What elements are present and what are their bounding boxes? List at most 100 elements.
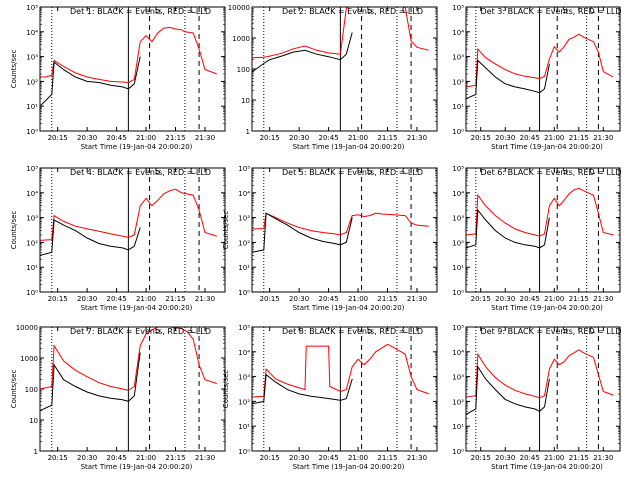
top-marker-0: S: [562, 326, 568, 336]
y-tick-label: 10¹: [238, 264, 250, 272]
y-tick-label: 10¹: [452, 423, 464, 431]
y-tick-label: 10⁰: [452, 128, 464, 136]
x-tick-label: 21:30: [593, 134, 613, 142]
x-tick-label: 21:30: [407, 295, 427, 303]
top-marker-1: C: [589, 167, 595, 177]
top-marker-1: C: [589, 326, 595, 336]
plot-frame: [465, 167, 621, 293]
y-tick-label: 10⁵: [26, 4, 38, 12]
top-marker-0: S: [367, 167, 373, 177]
top-marker-1: C: [589, 6, 595, 16]
plot-frame: [251, 6, 438, 132]
x-tick-label: 21:00: [136, 134, 156, 142]
y-tick-label: 10⁰: [238, 289, 250, 297]
x-tick-label: 21:15: [569, 454, 589, 462]
y-tick-label: 10⁴: [452, 29, 464, 37]
y-tick-label: 10⁴: [452, 190, 464, 198]
series-line-lld: [40, 26, 217, 84]
chart-panel-3: 10⁰ 10¹ 10² 10³ 10⁴ 10⁵ 20:15 20:30 20:45 21:00 21…: [452, 4, 621, 151]
y-tick-label: 10⁴: [26, 29, 38, 37]
y-tick-label: 10⁰: [452, 448, 464, 456]
x-tick-label: 20:15: [48, 134, 68, 142]
x-axis-label: Start Time (19-Jan-04 20:00:20): [491, 463, 603, 471]
x-tick-label: 20:15: [471, 454, 491, 462]
y-tick-label: 1: [34, 448, 38, 456]
y-tick-label: 10: [241, 97, 250, 105]
x-tick-label: 20:30: [77, 134, 97, 142]
y-tick-label: 10³: [26, 215, 38, 223]
x-tick-label: 20:45: [318, 134, 338, 142]
series-group: [40, 327, 217, 412]
x-tick-label: 21:30: [407, 134, 427, 142]
x-tick-label: 20:45: [520, 295, 540, 303]
top-marker-0: S: [367, 326, 373, 336]
chart-panel-1: 10⁰ 10¹ 10² 10³ 10⁴ 10⁵ 20:15 20:30 20:45 21:00 21…: [10, 4, 226, 151]
x-axis-label: Start Time (19-Jan-04 20:00:20): [293, 463, 405, 471]
chart-title: Det 3: BLACK = Events, RED = LLD: [481, 7, 622, 16]
plot-frame: [465, 6, 621, 132]
y-tick-label: 10²: [238, 398, 250, 406]
x-tick-label: 21:00: [136, 454, 156, 462]
y-tick-label: 10¹: [238, 423, 250, 431]
series-line-lld: [40, 327, 217, 391]
x-tick-label: 20:45: [318, 454, 338, 462]
y-tick-label: 10³: [238, 215, 250, 223]
series-line-lld: [252, 343, 429, 398]
chart-title: Det 4: BLACK = Events, RED = LLD: [70, 168, 211, 177]
chart-panel-6: 10⁰ 10¹ 10² 10³ 10⁴ 10⁵ 20:15 20:30 20:45 21:00 21…: [452, 165, 621, 312]
y-tick-label: 10²: [452, 239, 464, 247]
y-tick-label: 100: [25, 386, 38, 394]
x-tick-label: 21:00: [544, 134, 564, 142]
x-tick-label: 20:30: [289, 295, 309, 303]
chart-panel-9: 10⁰ 10¹ 10² 10³ 10⁴ 10⁵ 20:15 20:30 20:45 21:00 21…: [452, 324, 621, 471]
x-tick-label: 21:30: [593, 454, 613, 462]
x-tick-label: 21:15: [165, 454, 185, 462]
series-line-lld: [40, 188, 217, 241]
x-tick-label: 20:30: [77, 454, 97, 462]
x-tick-label: 21:15: [377, 134, 397, 142]
y-tick-label: 1000: [232, 35, 250, 43]
series-group: [40, 26, 217, 107]
y-tick-label: 10⁵: [238, 324, 250, 332]
plot-frame: [39, 167, 226, 293]
x-tick-label: 21:00: [544, 454, 564, 462]
x-tick-label: 20:45: [318, 295, 338, 303]
y-tick-label: 100: [237, 66, 250, 74]
plot-frame: [39, 326, 226, 452]
x-tick-label: 20:15: [471, 134, 491, 142]
series-group: [466, 349, 614, 415]
top-marker-1: C: [190, 6, 196, 16]
y-tick-label: 10¹: [26, 103, 38, 111]
series-line-lld: [466, 349, 614, 399]
x-axis-label: Start Time (19-Jan-04 20:00:20): [293, 304, 405, 312]
top-marker-0: S: [562, 6, 568, 16]
x-tick-label: 20:45: [106, 454, 126, 462]
x-tick-label: 21:15: [569, 295, 589, 303]
x-tick-label: 21:30: [407, 454, 427, 462]
y-tick-label: 10³: [452, 374, 464, 382]
x-tick-label: 20:15: [471, 295, 491, 303]
x-tick-label: 21:30: [195, 134, 215, 142]
chart-title: Det 9: BLACK = Events, RED = LLD: [481, 327, 622, 336]
chart-title: Det 8: BLACK = Events, RED = LLD: [282, 327, 423, 336]
x-tick-label: 21:00: [544, 295, 564, 303]
x-tick-label: 21:15: [377, 295, 397, 303]
plot-frame: [465, 326, 621, 452]
x-tick-label: 20:15: [260, 134, 280, 142]
top-marker-1: C: [402, 326, 408, 336]
series-line-events: [466, 365, 550, 415]
y-tick-label: 10⁰: [26, 128, 38, 136]
top-marker-1: C: [402, 6, 408, 16]
x-axis-label: Start Time (19-Jan-04 20:00:20): [81, 463, 193, 471]
series-line-events: [252, 373, 353, 405]
x-tick-label: 20:45: [520, 134, 540, 142]
top-marker-0: S: [367, 6, 373, 16]
x-tick-label: 20:30: [289, 454, 309, 462]
y-tick-label: 10⁵: [452, 165, 464, 173]
series-line-events: [40, 56, 141, 107]
y-tick-label: 10000: [16, 324, 38, 332]
y-tick-label: 10²: [238, 239, 250, 247]
series-line-events: [40, 352, 141, 412]
chart-title: Det 5: BLACK = Events, RED = LLD: [282, 168, 423, 177]
